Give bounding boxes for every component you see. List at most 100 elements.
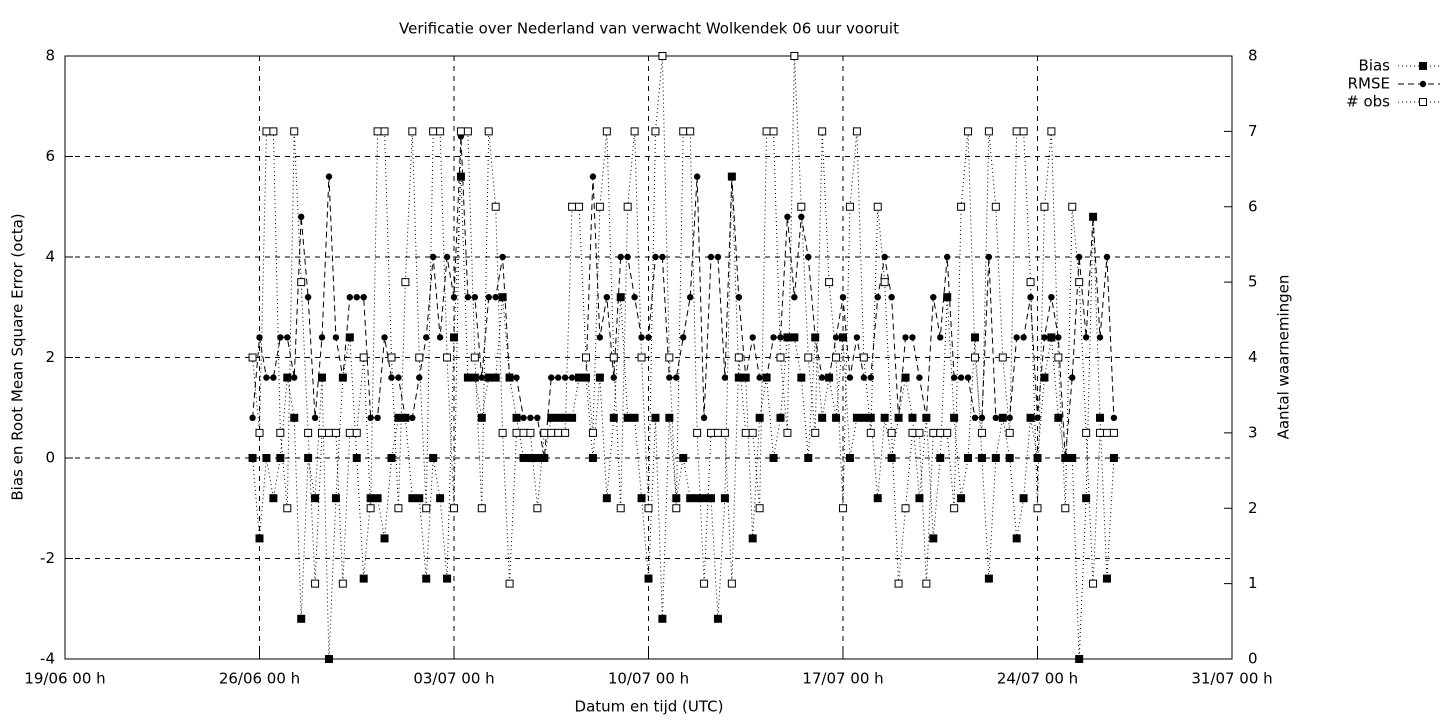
- marker: [359, 353, 368, 362]
- marker: [832, 353, 841, 362]
- marker: [873, 494, 882, 503]
- marker: [909, 334, 916, 341]
- marker: [338, 579, 347, 588]
- marker: [256, 334, 263, 341]
- marker: [797, 373, 806, 382]
- plot-border: [64, 55, 1233, 660]
- marker: [713, 614, 722, 623]
- marker: [791, 294, 798, 301]
- marker: [846, 374, 854, 381]
- marker: [679, 127, 688, 136]
- marker: [533, 504, 542, 513]
- marker: [353, 294, 360, 301]
- marker: [304, 454, 313, 462]
- marker: [630, 413, 639, 422]
- marker: [1040, 373, 1049, 382]
- marker: [623, 202, 632, 211]
- marker: [679, 454, 688, 462]
- marker: [811, 428, 820, 437]
- marker: [735, 294, 743, 301]
- legend-label: RMSE: [1348, 75, 1390, 93]
- marker: [825, 374, 833, 381]
- marker: [331, 428, 340, 437]
- marker: [602, 494, 611, 503]
- marker: [311, 494, 320, 503]
- marker: [742, 374, 749, 381]
- marker: [1102, 574, 1111, 583]
- marker: [1096, 428, 1105, 437]
- marker: [734, 353, 743, 362]
- marker: [1089, 579, 1098, 588]
- marker: [547, 413, 556, 422]
- marker: [950, 374, 958, 381]
- marker: [902, 334, 909, 341]
- marker: [901, 373, 910, 382]
- marker: [839, 333, 847, 342]
- marker: [998, 353, 1007, 362]
- marker: [658, 52, 667, 60]
- marker: [805, 253, 812, 261]
- marker: [638, 334, 645, 341]
- marker: [450, 294, 458, 301]
- marker: [916, 374, 923, 381]
- marker: [1019, 127, 1028, 136]
- marker: [270, 374, 277, 381]
- marker: [595, 202, 604, 211]
- marker: [783, 428, 792, 437]
- marker: [1012, 534, 1021, 543]
- marker: [630, 127, 639, 136]
- marker: [922, 579, 931, 588]
- marker: [832, 413, 841, 422]
- marker: [859, 413, 868, 422]
- marker: [491, 202, 500, 211]
- marker: [700, 579, 709, 588]
- marker: [762, 127, 771, 136]
- marker: [575, 202, 584, 211]
- marker: [818, 374, 826, 381]
- marker: [512, 413, 521, 422]
- marker: [395, 374, 402, 381]
- marker: [1047, 127, 1056, 136]
- legend-marker: [1419, 80, 1427, 88]
- marker: [409, 414, 416, 421]
- marker: [651, 127, 660, 136]
- marker: [991, 202, 1000, 211]
- marker: [269, 127, 278, 136]
- y2-tick-label: 5: [1248, 273, 1258, 291]
- marker: [443, 253, 451, 261]
- marker: [672, 494, 681, 503]
- marker: [977, 454, 986, 462]
- legend-marker: [1419, 98, 1427, 106]
- legend-label: # obs: [1346, 93, 1390, 111]
- marker: [929, 428, 938, 437]
- marker: [249, 414, 256, 421]
- marker: [665, 353, 674, 362]
- marker: [964, 374, 972, 381]
- marker: [714, 253, 722, 261]
- marker: [360, 294, 367, 301]
- marker: [402, 414, 409, 421]
- y2-tick-label: 8: [1248, 47, 1258, 65]
- marker: [985, 253, 993, 261]
- y-tick-label: 4: [45, 248, 55, 266]
- marker: [727, 579, 736, 588]
- marker: [324, 428, 333, 437]
- marker: [790, 52, 799, 60]
- marker: [839, 294, 847, 301]
- marker: [408, 494, 417, 503]
- marker: [290, 127, 299, 136]
- marker: [790, 333, 799, 342]
- marker: [422, 574, 431, 583]
- marker: [422, 504, 431, 513]
- marker: [749, 334, 756, 341]
- marker: [936, 454, 945, 462]
- marker: [929, 534, 938, 543]
- marker: [1041, 334, 1048, 341]
- marker: [478, 374, 485, 381]
- marker: [777, 334, 784, 341]
- y-tick-label: 8: [45, 47, 55, 65]
- marker: [492, 294, 499, 301]
- marker: [957, 494, 966, 503]
- marker: [659, 253, 666, 261]
- marker: [763, 374, 770, 381]
